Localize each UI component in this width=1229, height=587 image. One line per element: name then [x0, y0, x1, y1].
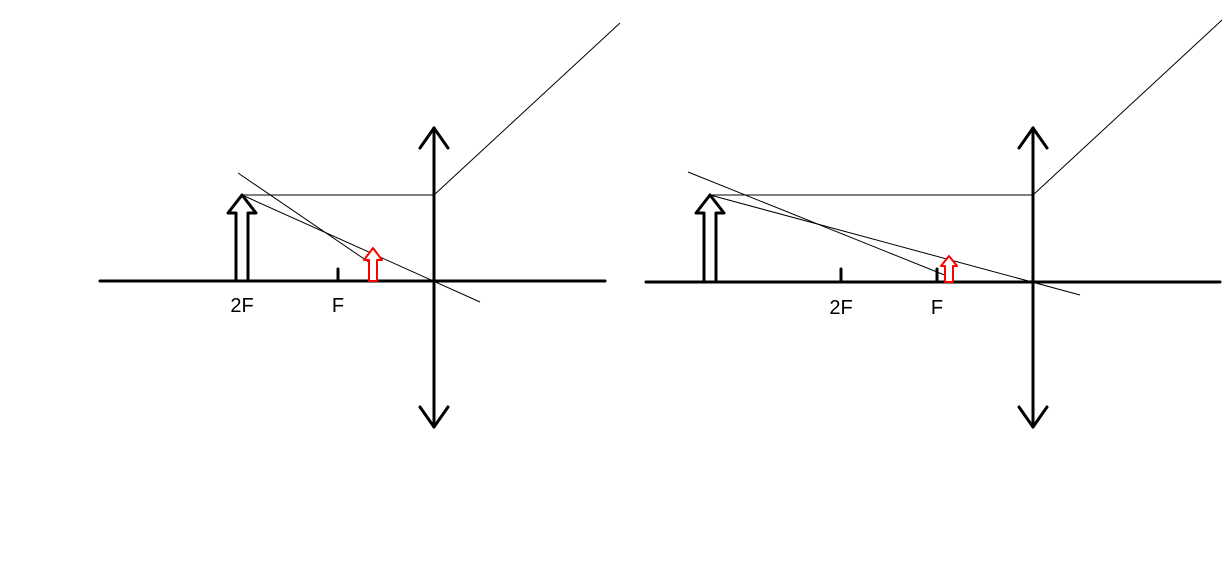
right-image-arrow: [941, 256, 957, 282]
right-object-arrow: [696, 195, 724, 282]
lens-cap-bottom-right: [1033, 407, 1047, 427]
right-ray-1: [1033, 20, 1222, 195]
right-label-F: F: [931, 297, 943, 319]
lens-cap-top-left: [1019, 128, 1033, 148]
left-label-2F: 2F: [230, 295, 253, 317]
left-ray-3: [238, 173, 373, 265]
lens-cap-top-right: [1033, 128, 1047, 148]
lens-cap-bottom-left: [1019, 407, 1033, 427]
lens-cap-bottom-right: [434, 407, 448, 427]
right-label-2F: 2F: [829, 297, 852, 319]
lens-cap-top-left: [420, 128, 434, 148]
left-ray-1: [434, 23, 620, 195]
lens-cap-bottom-left: [420, 407, 434, 427]
left-image-arrow: [364, 248, 382, 281]
right-ray-3: [688, 172, 952, 278]
right-ray-2: [710, 195, 1080, 295]
optics-diagrams: F 2F F 2F: [0, 0, 1229, 587]
left-label-F: F: [332, 295, 344, 317]
left-object-arrow: [228, 195, 256, 281]
lens-cap-top-right: [434, 128, 448, 148]
left-ray-2: [242, 195, 480, 302]
